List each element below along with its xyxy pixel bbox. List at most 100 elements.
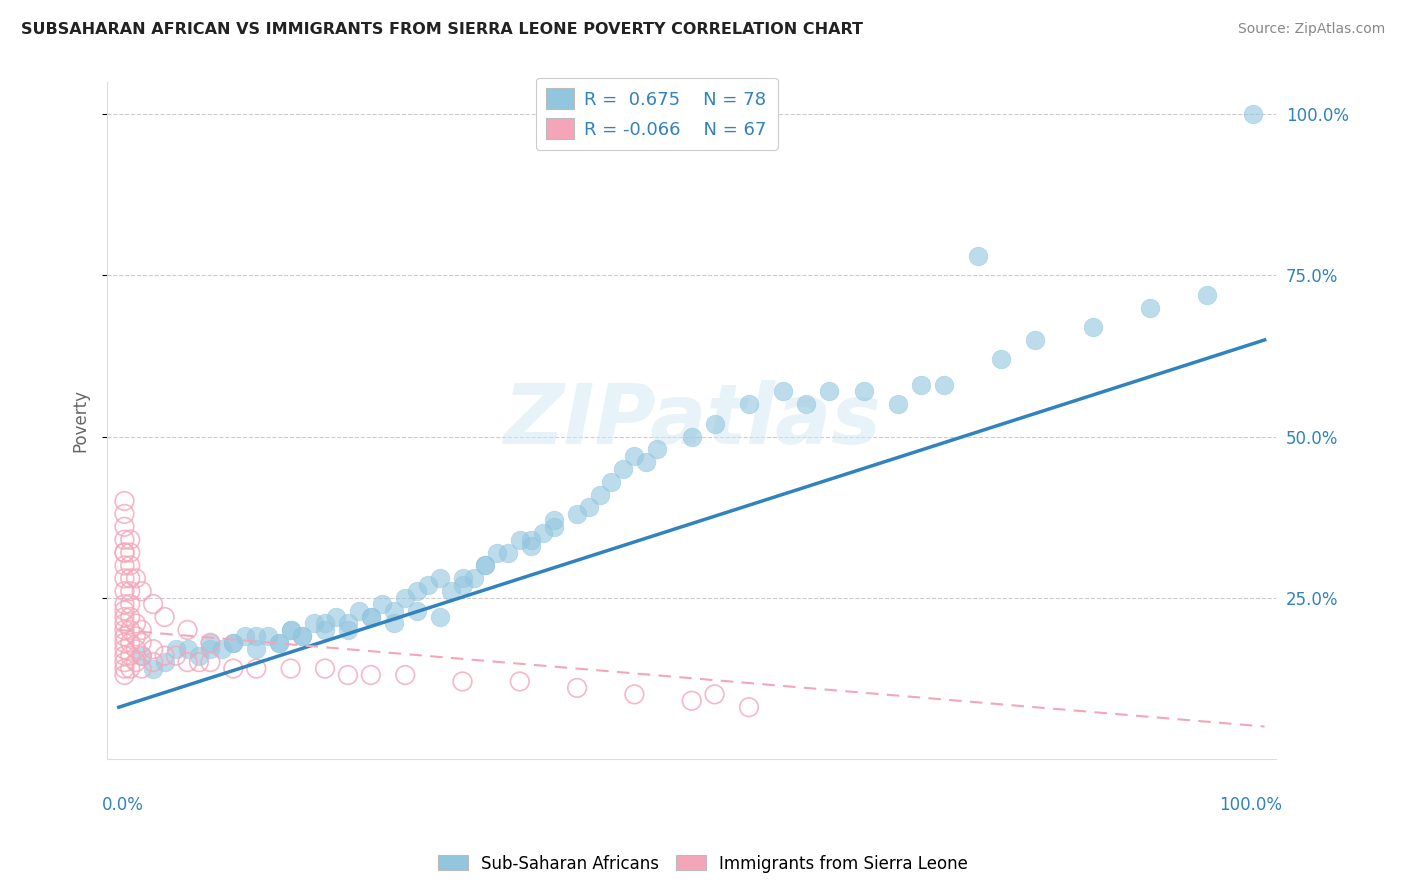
Point: [114, 662, 136, 676]
Point: [188, 655, 211, 669]
Point: [451, 571, 474, 585]
Point: [314, 662, 336, 676]
Point: [703, 417, 725, 431]
Point: [910, 378, 932, 392]
Point: [142, 597, 165, 611]
Point: [125, 629, 148, 643]
Point: [429, 610, 451, 624]
Point: [703, 687, 725, 701]
Point: [429, 571, 451, 585]
Point: [360, 610, 382, 624]
Point: [114, 584, 136, 599]
Point: [932, 378, 955, 392]
Point: [382, 603, 405, 617]
Point: [131, 648, 153, 663]
Point: [165, 648, 187, 663]
Point: [176, 623, 198, 637]
Point: [233, 629, 256, 643]
Point: [1139, 301, 1161, 315]
Point: [120, 545, 142, 559]
Point: [200, 636, 222, 650]
Point: [176, 655, 198, 669]
Point: [634, 455, 657, 469]
Text: ZIPatlas: ZIPatlas: [503, 380, 880, 461]
Y-axis label: Poverty: Poverty: [72, 389, 89, 452]
Point: [681, 429, 703, 443]
Point: [125, 616, 148, 631]
Point: [314, 623, 336, 637]
Point: [647, 442, 669, 457]
Point: [125, 642, 148, 657]
Point: [142, 655, 165, 669]
Text: SUBSAHARAN AFRICAN VS IMMIGRANTS FROM SIERRA LEONE POVERTY CORRELATION CHART: SUBSAHARAN AFRICAN VS IMMIGRANTS FROM SI…: [21, 22, 863, 37]
Point: [125, 571, 148, 585]
Point: [336, 668, 359, 682]
Point: [474, 558, 496, 573]
Point: [256, 629, 278, 643]
Point: [520, 539, 543, 553]
Point: [623, 687, 645, 701]
Point: [302, 616, 325, 631]
Point: [578, 500, 600, 515]
Point: [200, 636, 222, 650]
Point: [120, 533, 142, 547]
Point: [291, 629, 314, 643]
Point: [681, 694, 703, 708]
Point: [114, 610, 136, 624]
Point: [772, 384, 794, 399]
Point: [451, 578, 474, 592]
Point: [794, 397, 817, 411]
Text: Source: ZipAtlas.com: Source: ZipAtlas.com: [1237, 22, 1385, 37]
Point: [394, 668, 416, 682]
Point: [325, 610, 347, 624]
Point: [405, 584, 427, 599]
Point: [589, 487, 612, 501]
Point: [336, 623, 359, 637]
Point: [131, 648, 153, 663]
Point: [245, 629, 267, 643]
Point: [738, 397, 761, 411]
Point: [114, 616, 136, 631]
Point: [498, 545, 520, 559]
Point: [222, 636, 245, 650]
Legend: R =  0.675    N = 78, R = -0.066    N = 67: R = 0.675 N = 78, R = -0.066 N = 67: [536, 78, 778, 150]
Point: [114, 629, 136, 643]
Point: [245, 662, 267, 676]
Point: [120, 636, 142, 650]
Point: [200, 642, 222, 657]
Point: [114, 597, 136, 611]
Point: [188, 648, 211, 663]
Point: [114, 545, 136, 559]
Point: [336, 616, 359, 631]
Point: [131, 623, 153, 637]
Point: [176, 642, 198, 657]
Point: [114, 603, 136, 617]
Point: [120, 597, 142, 611]
Point: [142, 642, 165, 657]
Point: [1241, 107, 1264, 121]
Point: [114, 494, 136, 508]
Point: [463, 571, 485, 585]
Point: [114, 668, 136, 682]
Point: [543, 520, 565, 534]
Point: [269, 636, 291, 650]
Point: [451, 674, 474, 689]
Point: [565, 681, 588, 695]
Point: [543, 513, 565, 527]
Point: [967, 249, 990, 263]
Point: [114, 636, 136, 650]
Text: 100.0%: 100.0%: [1219, 796, 1282, 814]
Point: [738, 700, 761, 714]
Point: [474, 558, 496, 573]
Point: [990, 352, 1012, 367]
Point: [131, 584, 153, 599]
Point: [114, 533, 136, 547]
Point: [623, 449, 645, 463]
Point: [509, 674, 531, 689]
Point: [360, 610, 382, 624]
Point: [153, 610, 176, 624]
Point: [165, 642, 187, 657]
Point: [565, 507, 588, 521]
Point: [222, 662, 245, 676]
Point: [200, 655, 222, 669]
